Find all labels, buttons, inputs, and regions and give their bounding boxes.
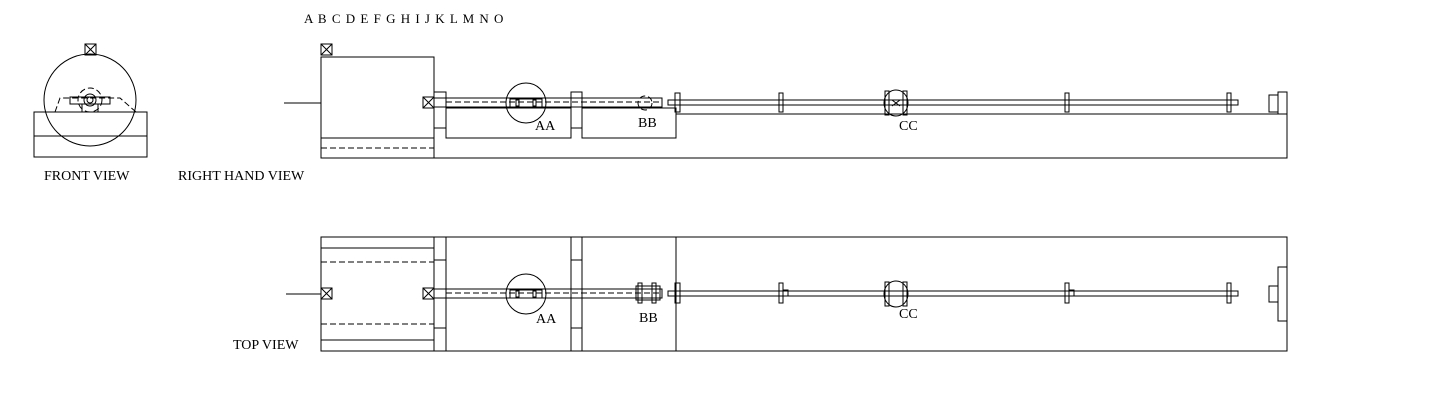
top-aa-circle [505,273,547,315]
right-hand-view-label: RIGHT HAND VIEW [178,169,305,184]
rh-bb-circle [637,95,653,111]
rh-bb-label: BB [638,116,657,131]
rh-aa-circle [505,82,547,124]
top-view: AA BB CC [286,236,1288,352]
top-aa-label: AA [536,312,557,327]
front-view-label: FRONT VIEW [44,169,130,184]
front-large-circle [43,53,137,147]
top-outline [320,236,1288,352]
right-hand-view: AA BB CC [284,43,1288,159]
rh-shaft-1 [433,97,663,108]
rh-shaft-2 [667,99,1239,106]
top-view-label: TOP VIEW [233,338,299,353]
front-view: FRONT VIEW [33,43,148,184]
top-cc-label: CC [899,307,918,322]
ruler-letters: A B C D E F G H I J K L M N O [304,11,504,26]
front-top-box [84,43,97,56]
front-base [33,111,148,158]
top-shaft-2 [667,290,1239,297]
rh-top-box [320,43,333,56]
rh-cc-label: CC [899,119,918,134]
top-shaft-1 [433,288,663,299]
rh-cc-coupling [883,89,909,117]
top-bb-bracket [635,285,661,301]
rh-aa-label: AA [535,119,556,134]
rh-base [434,113,1288,159]
top-cc-coupling [883,280,909,308]
front-shaft [86,96,94,104]
rh-motor-housing [320,56,435,159]
top-bb-label: BB [639,311,658,326]
front-hidden-outline [54,97,137,113]
